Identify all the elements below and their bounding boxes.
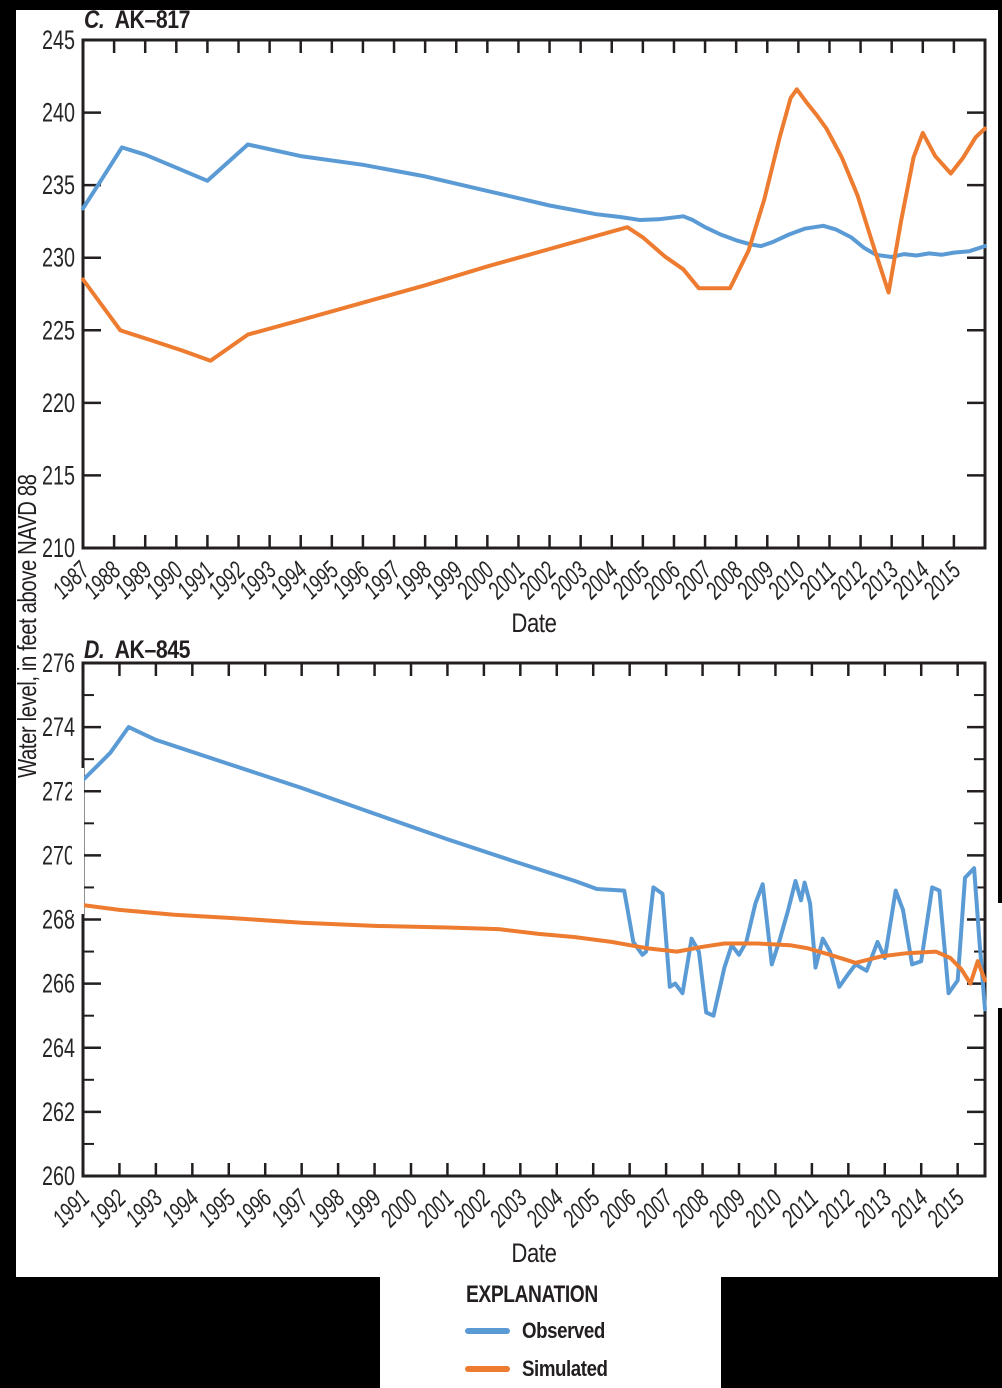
plot-frame bbox=[81, 38, 987, 550]
observed-line bbox=[81, 142, 987, 259]
legend-title: EXPLANATION bbox=[466, 1281, 598, 1308]
panel-c-letter: C. bbox=[84, 6, 105, 34]
y-tick-label: 274 bbox=[42, 712, 75, 742]
panel-c-plot: 1987198819891990199119921993199419951996… bbox=[42, 25, 987, 605]
y-tick-label: 266 bbox=[42, 969, 75, 999]
y-tick-label: 270 bbox=[42, 840, 75, 870]
observed-line bbox=[81, 725, 987, 1018]
panel-d-left-mask-bar bbox=[72, 768, 84, 914]
panel-c-well-name: AK–817 bbox=[114, 6, 191, 34]
x-tick-label: 2015 bbox=[921, 1184, 970, 1233]
panel-d-x-axis-label: Date bbox=[511, 1238, 557, 1268]
y-tick-label: 276 bbox=[42, 648, 75, 678]
legend-label-observed: Observed bbox=[522, 1318, 605, 1343]
legend-background bbox=[380, 1245, 721, 1388]
y-tick-label: 260 bbox=[42, 1161, 75, 1191]
y-tick-label: 262 bbox=[42, 1097, 75, 1127]
panel-d-plot: 1991199219931994199519961997199819992000… bbox=[42, 648, 987, 1233]
y-axis-label: Water level, in feet above NAVD 88 bbox=[12, 474, 42, 778]
simulated-line bbox=[81, 903, 987, 986]
y-tick-label: 220 bbox=[42, 388, 75, 418]
y-tick-label: 245 bbox=[42, 25, 75, 55]
panel-c-title: C. AK–817 bbox=[84, 6, 190, 35]
legend-swatch-simulated bbox=[465, 1366, 510, 1372]
plot-frame bbox=[81, 661, 987, 1178]
y-tick-label: 215 bbox=[42, 460, 75, 490]
y-tick-label: 235 bbox=[42, 170, 75, 200]
figure-background bbox=[16, 10, 998, 1277]
y-tick-label: 225 bbox=[42, 315, 75, 345]
y-tick-label: 272 bbox=[42, 776, 75, 806]
y-tick-label: 264 bbox=[42, 1033, 75, 1063]
simulated-line bbox=[81, 87, 987, 363]
y-tick-label: 268 bbox=[42, 905, 75, 935]
x-tick-label: 2015 bbox=[918, 556, 967, 605]
legend-label-simulated: Simulated bbox=[522, 1356, 608, 1381]
legend-swatch-observed bbox=[465, 1328, 510, 1334]
panel-d-well-name: AK–845 bbox=[114, 636, 191, 664]
panel-d-letter: D. bbox=[84, 636, 105, 664]
y-tick-label: 210 bbox=[42, 533, 75, 563]
panel-d-right-mask-bar bbox=[993, 903, 1002, 1008]
y-tick-label: 240 bbox=[42, 98, 75, 128]
panel-d-title: D. AK–845 bbox=[84, 636, 190, 665]
panel-c-x-axis-label: Date bbox=[511, 608, 557, 638]
y-tick-label: 230 bbox=[42, 243, 75, 273]
